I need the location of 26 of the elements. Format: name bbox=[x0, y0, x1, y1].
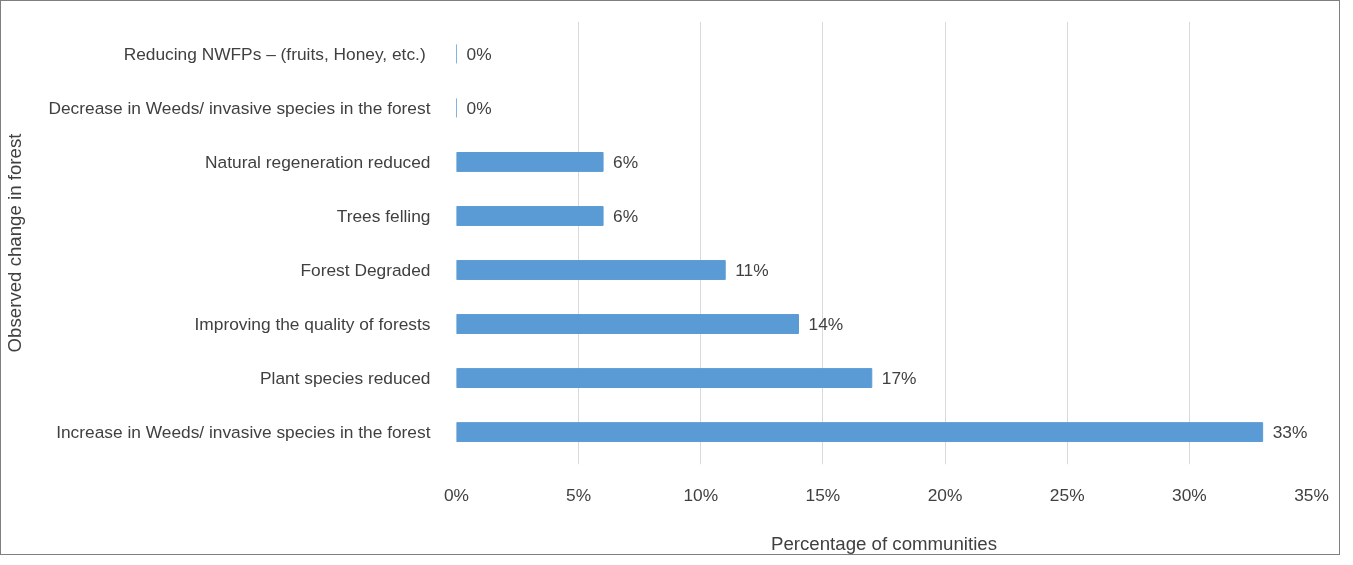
data-label: 6% bbox=[613, 151, 639, 172]
y-tick-label: Improving the quality of forests bbox=[194, 314, 431, 335]
y-axis-title: Observed change in forest bbox=[4, 132, 26, 353]
x-tick-label: 25% bbox=[1049, 484, 1085, 505]
y-tick-label: Decrease in Weeds/ invasive species in the forest bbox=[48, 97, 431, 118]
data-label: 14% bbox=[808, 314, 844, 335]
x-tick-label: 5% bbox=[566, 484, 592, 505]
data-label: 6% bbox=[613, 205, 639, 226]
data-label: 17% bbox=[881, 368, 917, 389]
y-tick-label: Trees felling bbox=[336, 205, 431, 226]
data-label: 33% bbox=[1272, 422, 1308, 443]
y-tick-label: Reducing NWFPs – (fruits, Honey, etc.) bbox=[123, 43, 426, 64]
x-tick-label: 10% bbox=[683, 484, 719, 505]
x-axis-title: Percentage of communities bbox=[770, 532, 998, 554]
data-label: 11% bbox=[735, 260, 769, 281]
y-tick-label: Increase in Weeds/ invasive species in the forest bbox=[56, 422, 431, 443]
y-tick-label: Forest Degraded bbox=[300, 260, 431, 281]
x-tick-label: 0% bbox=[443, 484, 470, 505]
data-label: 0% bbox=[466, 97, 492, 118]
x-tick-label: 35% bbox=[1294, 484, 1329, 505]
data-label: 0% bbox=[466, 43, 492, 64]
x-tick-label: 15% bbox=[805, 484, 841, 505]
y-tick-label: Natural regeneration reduced bbox=[205, 151, 431, 172]
y-tick-label: Plant species reduced bbox=[260, 368, 431, 389]
x-tick-label: 20% bbox=[927, 484, 963, 505]
x-tick-label: 30% bbox=[1172, 484, 1207, 505]
